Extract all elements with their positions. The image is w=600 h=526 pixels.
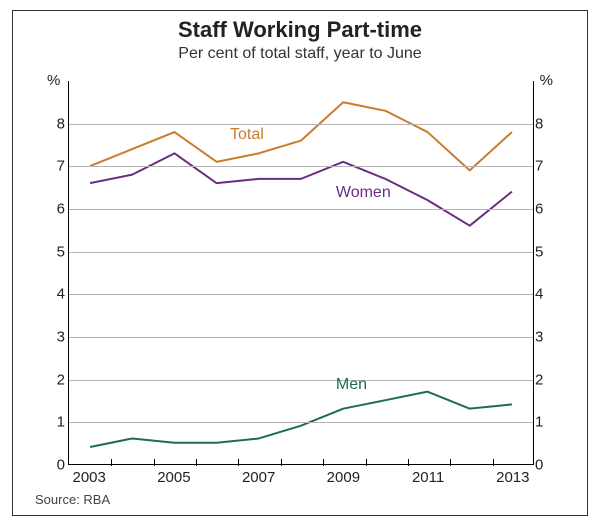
y-unit-left: % (47, 72, 60, 89)
chart-title: Staff Working Part-time (13, 17, 587, 43)
y-tick-left: 8 (43, 115, 65, 132)
y-tick-right: 1 (535, 414, 557, 431)
x-tick-mark (238, 459, 239, 466)
gridline-h (69, 337, 533, 338)
y-tick-right: 6 (535, 201, 557, 218)
chart-lines (69, 81, 533, 464)
y-tick-right: 4 (535, 286, 557, 303)
x-tick: 2009 (327, 469, 360, 486)
gridline-h (69, 252, 533, 253)
x-tick: 2013 (496, 469, 529, 486)
x-tick-mark (450, 459, 451, 466)
y-tick-left: 6 (43, 201, 65, 218)
source-text: Source: RBA (35, 492, 110, 507)
y-tick-right: 7 (535, 158, 557, 175)
y-tick-left: 4 (43, 286, 65, 303)
gridline-h (69, 422, 533, 423)
y-tick-right: 5 (535, 243, 557, 260)
x-tick-mark (493, 459, 494, 466)
chart-frame: Staff Working Part-time Per cent of tota… (12, 10, 588, 516)
x-tick-mark (366, 459, 367, 466)
y-tick-left: 1 (43, 414, 65, 431)
series-line-men (90, 392, 512, 447)
y-tick-left: 3 (43, 329, 65, 346)
gridline-h (69, 294, 533, 295)
x-tick-mark (408, 459, 409, 466)
series-line-women (90, 153, 512, 225)
y-tick-right: 2 (535, 371, 557, 388)
y-tick-right: 3 (535, 329, 557, 346)
gridline-h (69, 209, 533, 210)
gridline-h (69, 124, 533, 125)
x-tick: 2003 (72, 469, 105, 486)
y-tick-left: 5 (43, 243, 65, 260)
x-tick-mark (196, 459, 197, 466)
gridline-h (69, 166, 533, 167)
series-line-total (90, 102, 512, 170)
y-tick-right: 0 (535, 457, 557, 474)
x-tick-mark (323, 459, 324, 466)
y-tick-right: 8 (535, 115, 557, 132)
x-tick-mark (154, 459, 155, 466)
x-tick: 2011 (412, 469, 444, 486)
x-tick-mark (111, 459, 112, 466)
gridline-h (69, 380, 533, 381)
y-unit-right: % (540, 72, 553, 89)
chart-subtitle: Per cent of total staff, year to June (13, 45, 587, 63)
plot-area: TotalWomenMen (68, 81, 534, 465)
y-tick-left: 0 (43, 457, 65, 474)
x-tick: 2007 (242, 469, 275, 486)
x-tick-mark (281, 459, 282, 466)
y-tick-left: 2 (43, 371, 65, 388)
x-tick: 2005 (157, 469, 190, 486)
y-tick-left: 7 (43, 158, 65, 175)
